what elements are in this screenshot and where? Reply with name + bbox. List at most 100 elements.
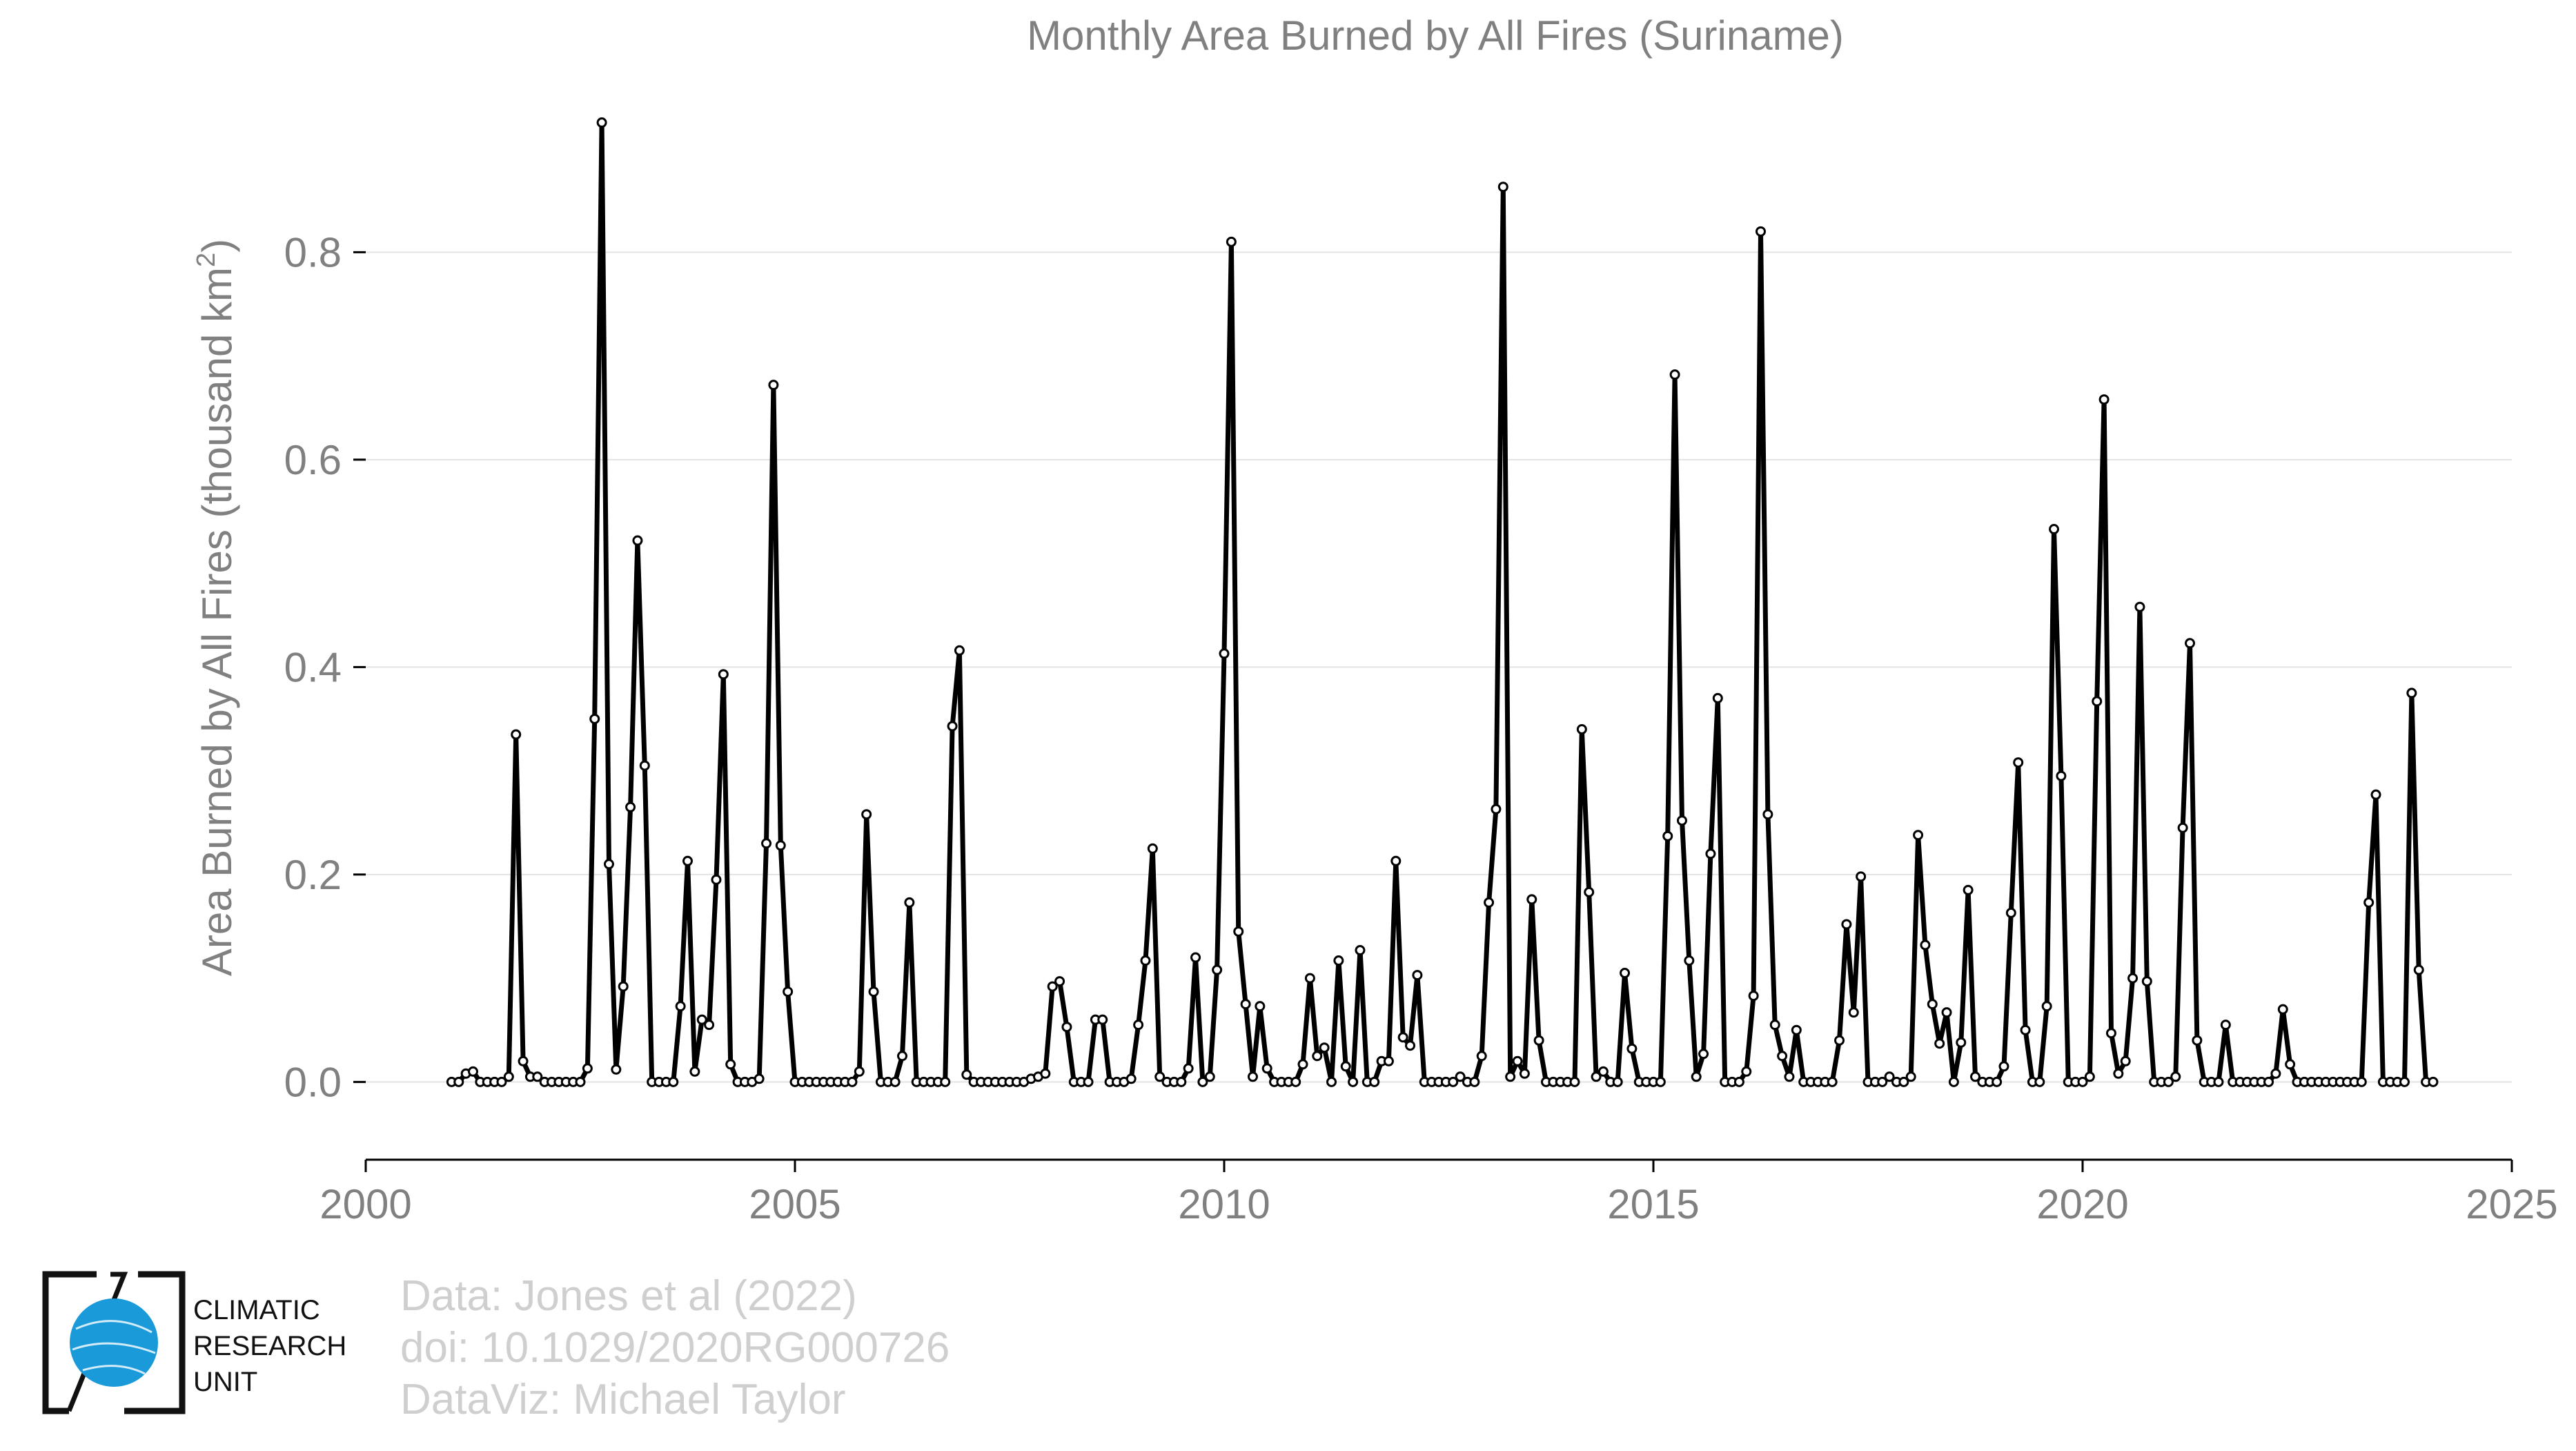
data-point — [2285, 1059, 2296, 1070]
y-tick-label: 0.2 — [284, 852, 342, 898]
data-point — [2120, 1055, 2131, 1067]
data-point — [1834, 1035, 1845, 1046]
data-point — [1125, 1073, 1137, 1084]
data-point — [775, 840, 786, 851]
data-point — [1970, 1071, 1980, 1082]
cru-logo: CLIMATIC RESEARCH UNIT — [41, 1270, 400, 1422]
data-point — [861, 809, 872, 820]
data-point — [1992, 1076, 2003, 1087]
data-point — [2113, 1068, 2124, 1079]
data-point — [1448, 1076, 1459, 1087]
credit-doi: doi: 10.1029/2020RG000726 — [400, 1324, 950, 1372]
data-point — [689, 1066, 700, 1077]
data-point — [696, 1014, 707, 1025]
data-point — [468, 1066, 478, 1077]
data-point — [496, 1076, 507, 1087]
data-point — [1097, 1014, 1108, 1025]
data-point — [1597, 1066, 1609, 1077]
data-point — [2192, 1035, 2203, 1046]
data-point — [1941, 1007, 1952, 1018]
data-point — [611, 1064, 622, 1075]
data-point — [2213, 1076, 2224, 1087]
logo-text: CLIMATIC RESEARCH UNIT — [193, 1292, 346, 1400]
data-point — [754, 1073, 765, 1084]
data-point — [603, 859, 614, 870]
data-point — [1390, 855, 1402, 866]
data-point — [1956, 1037, 1967, 1048]
data-point — [2170, 1071, 2181, 1082]
data-point — [2020, 1024, 2031, 1035]
data-point — [1998, 1061, 2009, 1072]
data-point — [1963, 884, 1974, 895]
data-point — [1705, 848, 1716, 859]
data-point — [2084, 1071, 2095, 1082]
data-point — [1791, 1024, 1802, 1035]
data-point — [2141, 976, 2152, 987]
y-tick-label: 0.8 — [284, 229, 342, 275]
data-point — [1756, 226, 1766, 237]
data-point — [1519, 1068, 1530, 1079]
data-point — [1190, 952, 1201, 963]
y-axis-label-sup: 2 — [192, 253, 221, 267]
data-point — [1319, 1042, 1330, 1053]
data-point — [639, 760, 650, 771]
data-point — [725, 1059, 736, 1070]
data-point — [904, 897, 915, 908]
data-point — [1469, 1076, 1480, 1087]
data-point — [1355, 945, 1366, 956]
data-point — [1512, 1055, 1523, 1067]
data-point — [1297, 1059, 1308, 1070]
data-point — [1913, 830, 1924, 841]
logo-line-2: RESEARCH — [193, 1331, 347, 1361]
data-point — [1247, 1071, 1258, 1082]
data-point — [2105, 1028, 2116, 1039]
data-point — [889, 1076, 901, 1087]
x-tick-label: 2010 — [1178, 1181, 1270, 1227]
data-point — [1497, 182, 1508, 193]
data-point — [1455, 1071, 1466, 1082]
data-points — [446, 117, 2439, 1087]
data-point — [1841, 919, 1852, 930]
data-point — [1197, 1076, 1208, 1087]
data-point — [575, 1076, 586, 1087]
data-point — [511, 729, 522, 740]
data-point — [1484, 897, 1495, 908]
data-point — [1784, 1071, 1795, 1082]
data-point — [1312, 1051, 1323, 1062]
data-point — [897, 1051, 907, 1062]
data-point — [625, 801, 636, 812]
y-tick-label: 0.0 — [284, 1059, 342, 1105]
data-point — [1584, 886, 1595, 897]
data-point — [1176, 1076, 1187, 1087]
data-point — [1669, 369, 1680, 380]
data-point — [1533, 1035, 1544, 1046]
chart-title: Monthly Area Burned by All Fires (Surina… — [1027, 12, 1844, 59]
x-tick-label: 2005 — [749, 1181, 840, 1227]
data-point — [1655, 1076, 1666, 1087]
data-point — [1777, 1051, 1788, 1062]
data-point — [1733, 1076, 1744, 1087]
y-tick-label: 0.6 — [284, 437, 342, 483]
globe-icon — [42, 1271, 186, 1414]
data-point — [1762, 809, 1773, 820]
data-point — [768, 380, 779, 391]
data-point — [783, 986, 794, 997]
x-tick-label: 2000 — [319, 1181, 411, 1227]
y-tick-label: 0.4 — [284, 644, 342, 690]
data-point — [1491, 804, 1502, 815]
data-point — [847, 1076, 858, 1087]
data-point — [618, 981, 629, 992]
data-point — [2263, 1076, 2274, 1087]
data-point — [1505, 1071, 1516, 1082]
data-point — [947, 721, 958, 732]
data-point — [2185, 638, 2195, 649]
data-point — [1397, 1032, 1408, 1043]
data-point — [1233, 926, 1244, 937]
data-point — [1905, 1071, 1916, 1082]
data-point — [940, 1076, 951, 1087]
data-point — [2428, 1076, 2439, 1087]
data-point — [1412, 970, 1423, 981]
data-point — [632, 535, 643, 546]
data-point — [2356, 1076, 2367, 1087]
data-point — [2363, 897, 2375, 908]
